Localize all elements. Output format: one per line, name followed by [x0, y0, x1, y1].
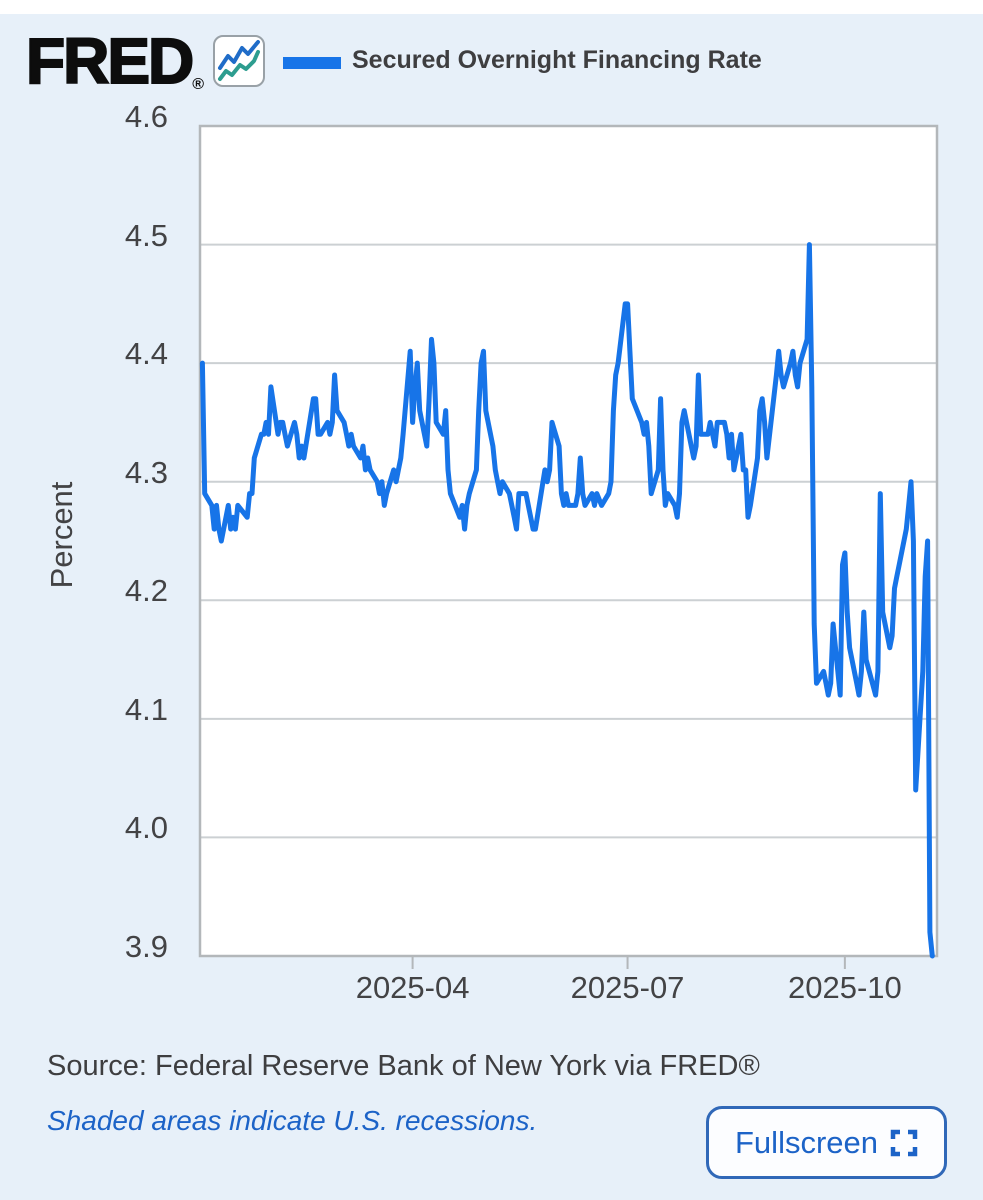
x-tick-label: 2025-10 [787, 970, 902, 1005]
top-white-strip [0, 0, 983, 14]
plot-area[interactable] [0, 0, 983, 1030]
plot-background [200, 126, 937, 956]
data-line [199, 242, 935, 959]
recession-note: Shaded areas indicate U.S. recessions. [47, 1105, 538, 1136]
source-text: Source: Federal Reserve Bank of New York… [47, 1050, 760, 1082]
plot-border [198, 124, 939, 958]
registered-trademark: ® [192, 76, 205, 93]
x-tick-label: 2025-07 [570, 970, 685, 1005]
fred-logo: FRED® [25, 24, 205, 98]
fullscreen-button[interactable]: Fullscreen [706, 1106, 947, 1179]
y-tick-label: 4.6 [124, 99, 168, 134]
x-tick-label: 2025-04 [355, 970, 470, 1005]
y-tick-label: 3.9 [124, 929, 168, 964]
legend-label: Secured Overnight Financing Rate [352, 46, 762, 74]
y-tick-label: 4.3 [124, 454, 168, 490]
fullscreen-button-label: Fullscreen [735, 1124, 878, 1160]
y-tick-label: 4.1 [124, 691, 168, 727]
y-tick-label: 4.5 [124, 217, 168, 253]
y-tick-label: 4.4 [124, 336, 168, 372]
mini-line-chart-icon [213, 35, 265, 87]
y-tick-label: 4.0 [124, 810, 168, 846]
y-tick-label: 4.2 [124, 573, 168, 609]
legend-line-swatch [283, 57, 341, 69]
fullscreen-corners-icon [890, 1129, 918, 1157]
fred-logo-text: FRED [25, 24, 195, 98]
